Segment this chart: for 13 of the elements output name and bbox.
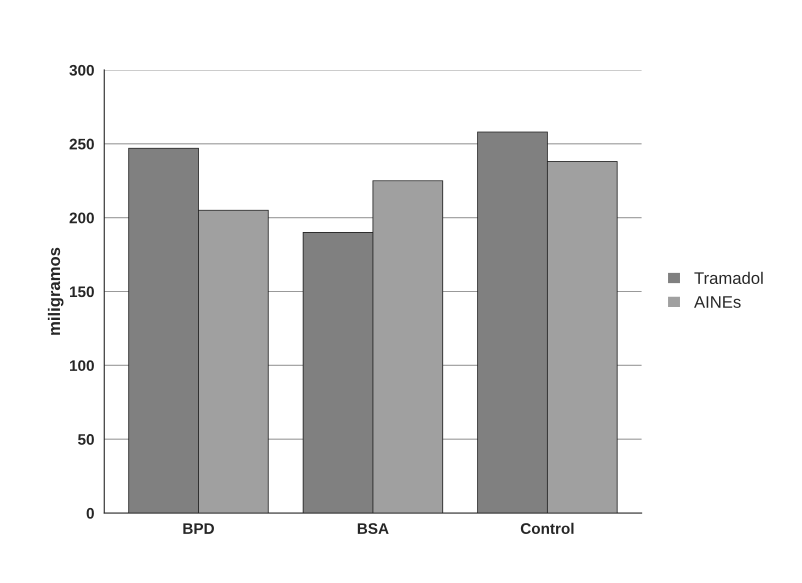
y-tick-label: 0 bbox=[86, 508, 94, 519]
y-tick-label: 200 bbox=[70, 212, 94, 224]
legend-label: Tramadol bbox=[694, 272, 763, 284]
y-tick-label: 50 bbox=[78, 434, 94, 445]
y-tick-label: 150 bbox=[70, 286, 94, 298]
y-tick-label: 250 bbox=[70, 138, 94, 150]
x-tick-label: Control bbox=[520, 522, 574, 534]
y-tick-label: 100 bbox=[70, 360, 94, 372]
legend-label: AINEs bbox=[694, 296, 741, 308]
x-tick-label: BPD bbox=[183, 523, 214, 534]
y-axis-title: miligramos bbox=[48, 248, 64, 335]
x-tick-label: BSA bbox=[358, 523, 389, 534]
y-tick-label: 300 bbox=[69, 64, 94, 76]
